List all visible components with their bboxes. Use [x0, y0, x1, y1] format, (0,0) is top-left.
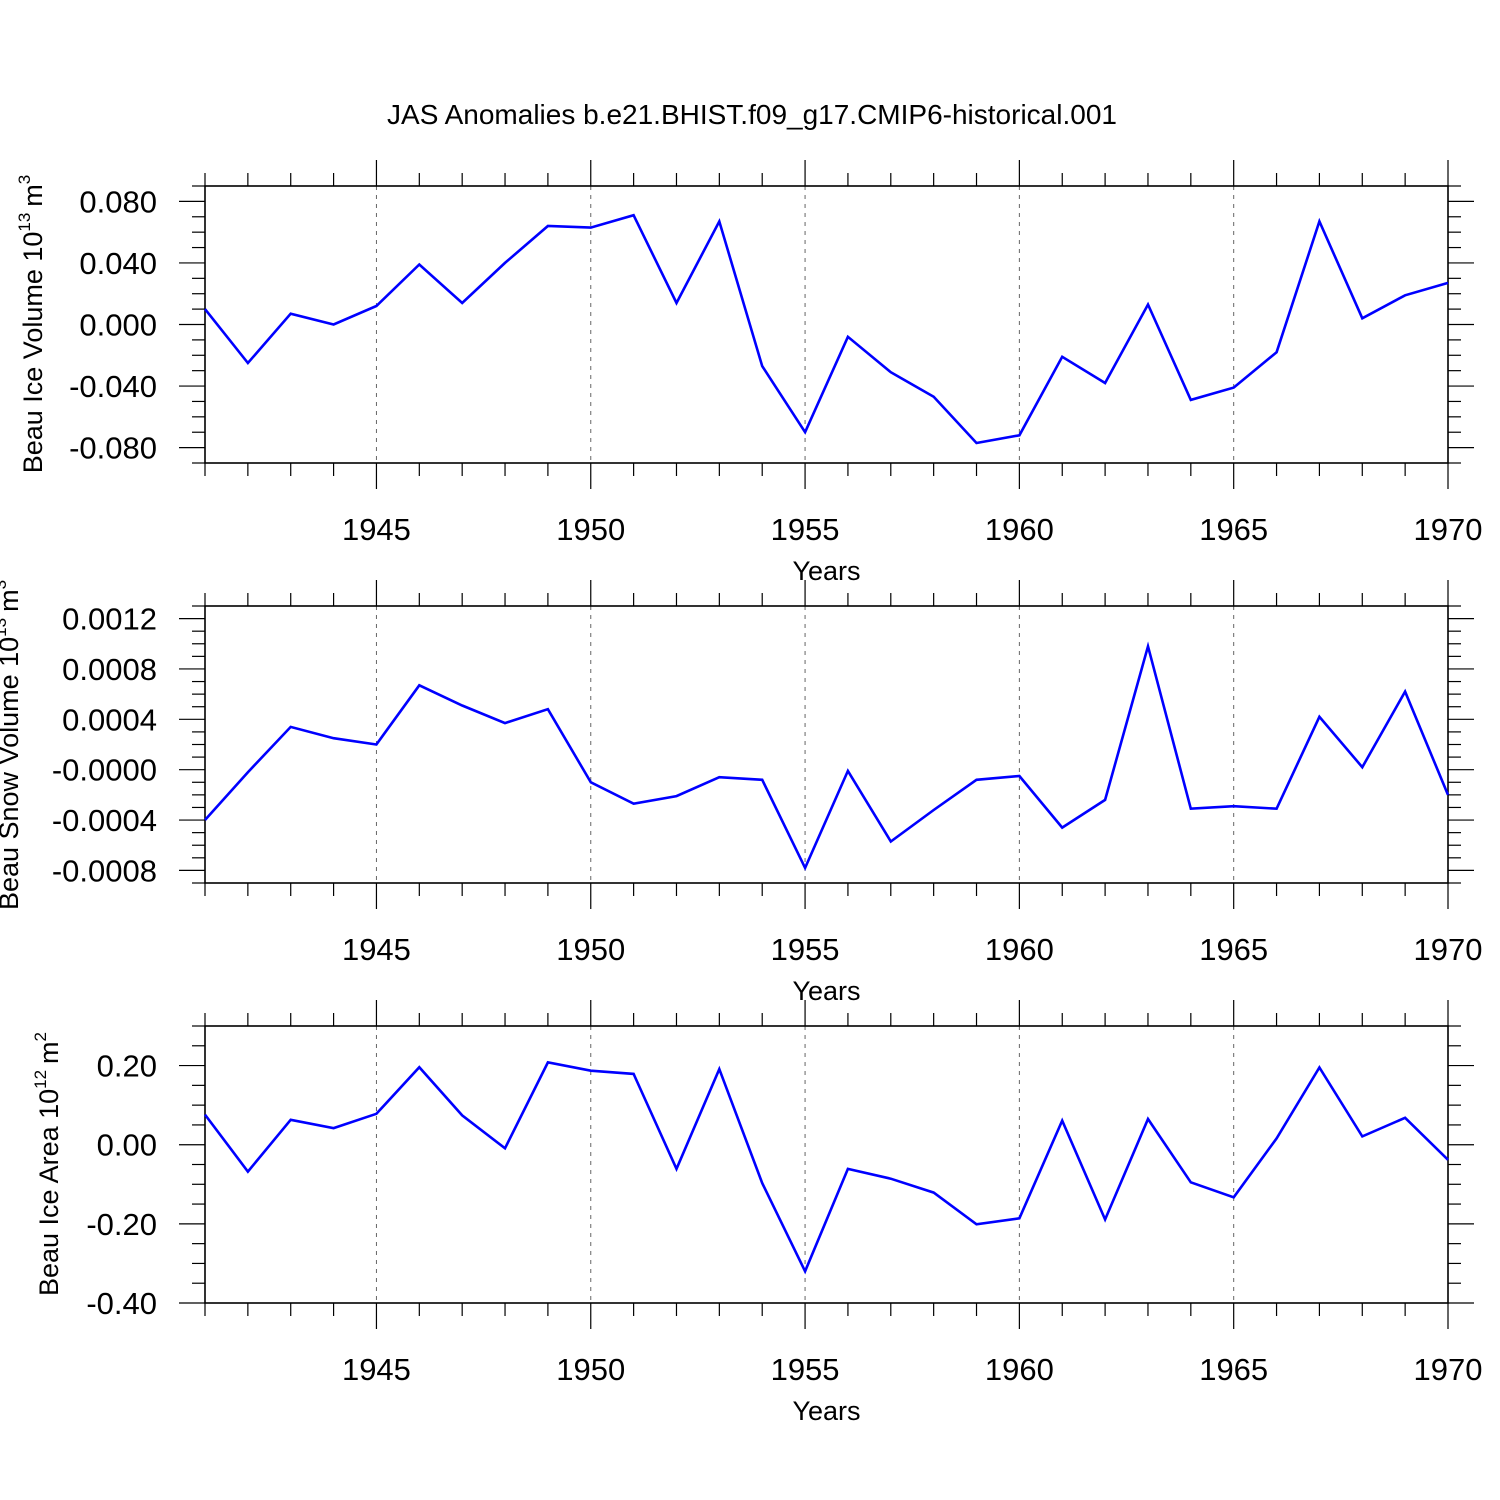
x-tick-label: 1970	[1414, 1352, 1483, 1387]
x-tick-label: 1965	[1199, 1352, 1268, 1387]
x-tick-label: 1960	[985, 932, 1054, 967]
y-tick-label: 0.040	[79, 246, 157, 281]
y-tick-label: -0.040	[69, 369, 157, 404]
y-tick-label: -0.0004	[52, 803, 157, 838]
panel-1: 1945 1950 1955 1960 1965 1970 Years 0.080 0.040 0…	[15, 160, 1482, 586]
y-axis-title-exponent: 13	[0, 618, 10, 637]
series-line	[204, 641, 1450, 871]
y-axis-title-unit: m	[0, 589, 24, 612]
y-axis-title-main: Beau Ice Volume 10	[18, 232, 48, 474]
y-tick-label: -0.40	[86, 1286, 157, 1321]
x-tick-label: 1970	[1414, 512, 1483, 547]
y-axis-title: Beau Ice Area 1012 m2	[31, 1032, 64, 1296]
y-tick-label: 0.0004	[62, 702, 157, 737]
y-tick-label: -0.20	[86, 1207, 157, 1242]
y-tick-label: 0.00	[97, 1128, 157, 1163]
x-tick-label: 1950	[556, 512, 625, 547]
y-axis-title: Beau Ice Volume 1013 m3	[15, 175, 48, 474]
panels: 1945 1950 1955 1960 1965 1970 Years 0.080 0.040 0…	[0, 160, 1482, 1426]
y-tick-label: 0.000	[79, 308, 157, 343]
y-tick-label: 0.080	[79, 184, 157, 219]
x-tick-label: 1960	[985, 1352, 1054, 1387]
y-tick-label: 0.0012	[62, 602, 157, 637]
x-tick-label: 1970	[1414, 932, 1483, 967]
y-tick-label: -0.0000	[52, 753, 157, 788]
y-tick-label: 0.20	[97, 1049, 157, 1084]
y-axis-title-exponent: 13	[15, 213, 34, 232]
y-axis-title-unit-exponent: 2	[31, 1032, 50, 1041]
y-axis-title-main: Beau Ice Area 10	[34, 1089, 64, 1296]
x-tick-label: 1955	[771, 932, 840, 967]
y-tick-label: -0.080	[69, 431, 157, 466]
y-tick-label: -0.0008	[52, 853, 157, 888]
y-axis-title-unit: m	[18, 184, 48, 207]
x-tick-label: 1950	[556, 1352, 625, 1387]
x-tick-label: 1945	[342, 932, 411, 967]
x-axis-title: Years	[792, 556, 860, 586]
series-line	[203, 1060, 1449, 1275]
y-axis-title: Beau Snow Volume 1013 m3	[0, 580, 24, 910]
x-tick-label: 1955	[771, 1352, 840, 1387]
y-axis-title-unit-exponent: 3	[0, 580, 10, 589]
x-tick-label: 1945	[342, 512, 411, 547]
x-tick-label: 1955	[771, 512, 840, 547]
x-tick-label: 1945	[342, 1352, 411, 1387]
x-tick-label: 1965	[1199, 512, 1268, 547]
y-axis-title-exponent: 12	[31, 1070, 50, 1089]
x-tick-label: 1960	[985, 512, 1054, 547]
x-tick-label: 1965	[1199, 932, 1268, 967]
chart-title: JAS Anomalies b.e21.BHIST.f09_g17.CMIP6-…	[387, 99, 1117, 130]
x-tick-label: 1950	[556, 932, 625, 967]
x-axis-title: Years	[792, 976, 860, 1006]
y-axis-title-unit: m	[34, 1041, 64, 1064]
panel-2: 1945 1950 1955 1960 1965 1970 Years 0.0012 0.000…	[0, 580, 1482, 1006]
y-axis-title-unit-exponent: 3	[15, 175, 34, 184]
y-axis-title-main: Beau Snow Volume 10	[0, 637, 24, 910]
x-axis-title: Years	[792, 1396, 860, 1426]
panel-3: 1945 1950 1955 1960 1965 1970 Years 0.20 0.00 -0.…	[31, 1000, 1482, 1426]
series-line	[203, 213, 1449, 445]
y-tick-label: 0.0008	[62, 652, 157, 687]
